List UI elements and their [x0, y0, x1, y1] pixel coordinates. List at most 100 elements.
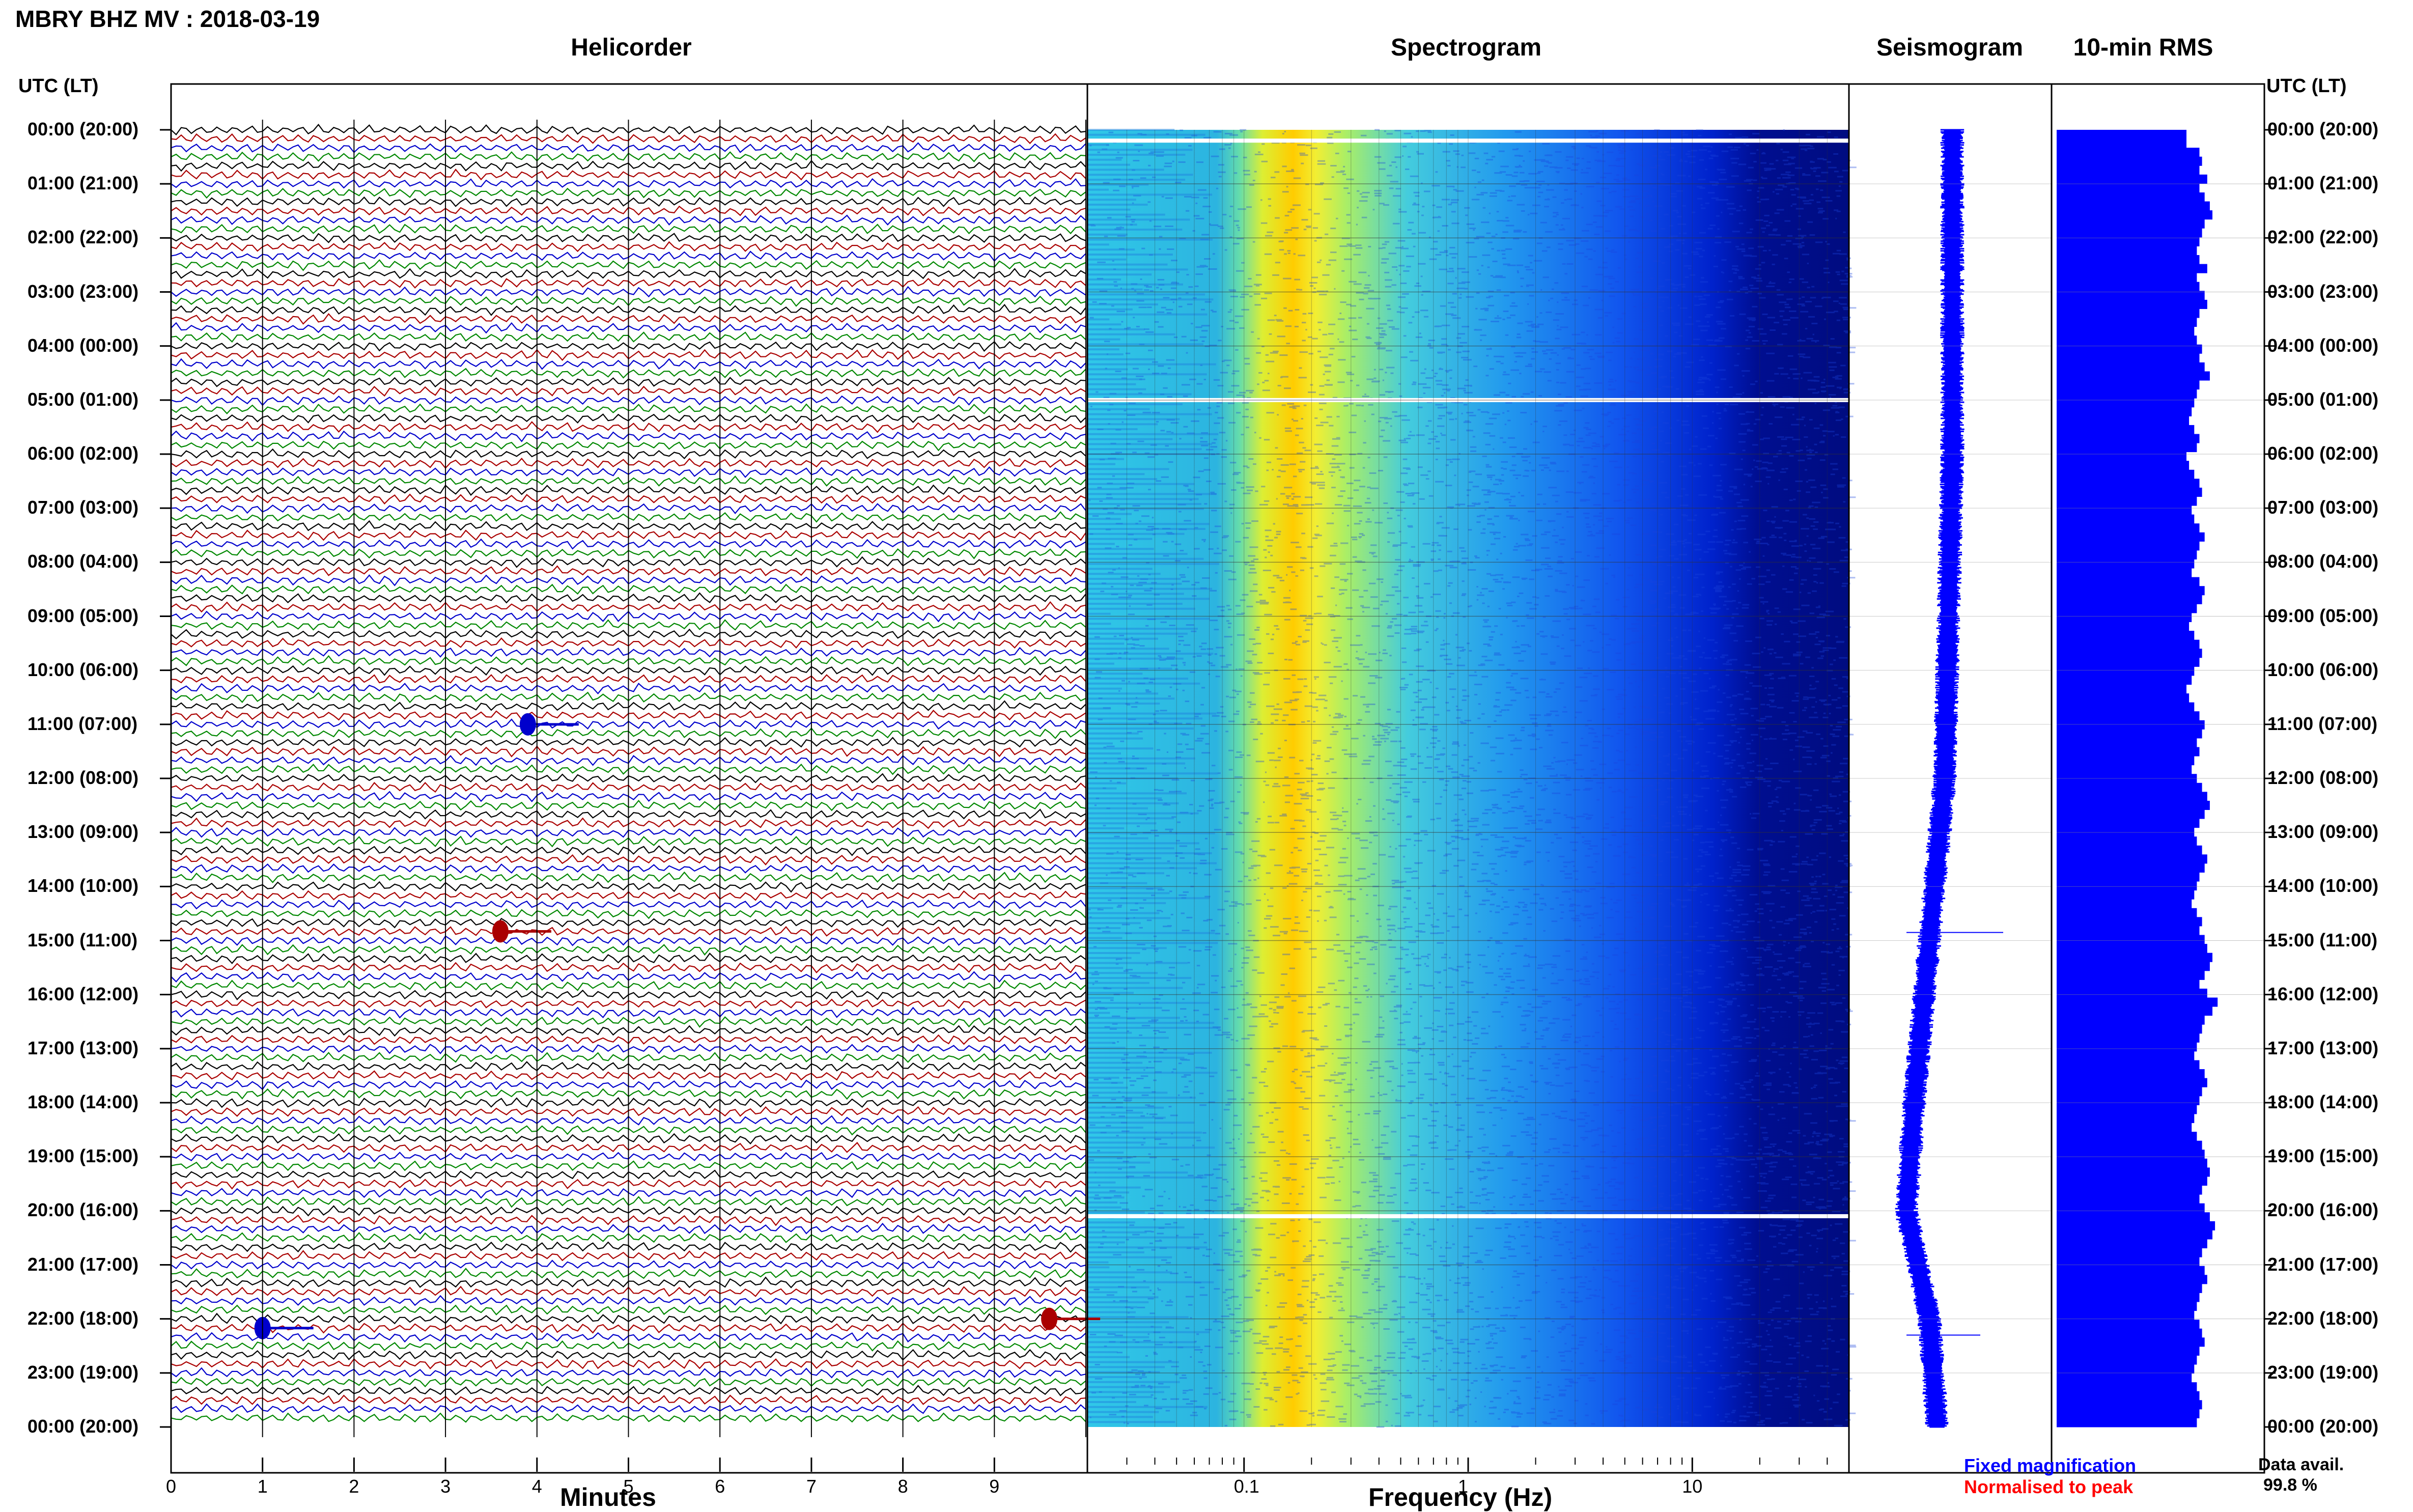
rms-bar: [2057, 299, 2207, 309]
rms-bar: [2057, 1006, 2212, 1016]
rms-bar: [2057, 1391, 2200, 1401]
rms-bar: [2057, 496, 2197, 506]
rms-bar: [2057, 720, 2205, 730]
rms-bar: [2057, 165, 2200, 175]
hour-label: 12:00 (08:00): [27, 767, 139, 788]
rms-bar: [2057, 1132, 2197, 1141]
rms-bar: [2057, 1409, 2200, 1418]
helicorder-title: Helicorder: [571, 34, 692, 61]
spectrogram-tick-label: 0.1: [1233, 1476, 1259, 1497]
rms-bar: [2057, 782, 2202, 792]
rms-bar: [2057, 1123, 2192, 1132]
rms-bar: [2057, 756, 2195, 766]
hour-label: 05:00 (01:00): [2267, 388, 2379, 410]
rms-bar: [2057, 1373, 2192, 1383]
rms-bar: [2057, 702, 2195, 712]
hour-label: 17:00 (13:00): [27, 1037, 139, 1058]
rms-bar: [2057, 953, 2212, 962]
hour-label: 11:00 (07:00): [2267, 713, 2378, 734]
hour-label: 00:00 (20:00): [2267, 119, 2379, 139]
rms-bar: [2057, 863, 2205, 873]
rms-bar: [2057, 872, 2200, 882]
helicorder-tick-label: 8: [897, 1476, 908, 1497]
rms-bar: [2057, 890, 2195, 900]
rms-bar: [2057, 711, 2200, 721]
rms-bar: [2057, 1212, 2210, 1222]
rms-bar: [2057, 335, 2197, 345]
rms-bar: [2057, 729, 2202, 739]
rms-bar: [2057, 747, 2200, 757]
hour-label: 15:00 (11:00): [27, 929, 138, 950]
rms-bar: [2057, 523, 2200, 533]
hour-label: 00:00 (20:00): [2267, 1416, 2379, 1437]
rms-bar: [2057, 1194, 2200, 1204]
rms-bar: [2057, 228, 2202, 238]
hour-label: 04:00 (00:00): [2267, 334, 2379, 356]
rms-bar: [2057, 138, 2186, 148]
utc-header-right: UTC (LT): [2266, 75, 2347, 97]
rms-bar: [2057, 1301, 2197, 1311]
hour-label: 17:00 (13:00): [2267, 1037, 2379, 1058]
hour-label: 03:00 (23:00): [2267, 281, 2379, 302]
rms-bar: [2057, 1283, 2202, 1293]
rms-bar: [2057, 318, 2197, 327]
rms-bar: [2057, 639, 2200, 649]
hour-label: 06:00 (02:00): [2267, 443, 2379, 464]
rms-bar: [2057, 1320, 2200, 1329]
rms-bar: [2057, 917, 2202, 927]
rms-bar: [2057, 461, 2190, 470]
hour-label: 15:00 (11:00): [2267, 929, 2378, 950]
hour-label: 07:00 (03:00): [27, 497, 139, 518]
rms-bar: [2057, 1024, 2202, 1034]
rms-bar: [2057, 273, 2197, 283]
spectrogram-texture: [1088, 129, 1857, 1428]
rms-bar: [2057, 1150, 2205, 1159]
rms-bar: [2057, 264, 2207, 273]
rms-bar: [2057, 443, 2197, 453]
rms-bar: [2057, 407, 2192, 416]
rms-bar: [2057, 657, 2200, 667]
rms-bar: [2057, 684, 2186, 694]
helicorder-tick-label: 7: [806, 1476, 817, 1497]
hour-label: 10:00 (06:00): [2267, 659, 2379, 680]
hour-label: 18:00 (14:00): [2267, 1091, 2379, 1112]
rms-bar: [2057, 1400, 2202, 1410]
rms-bar: [2057, 765, 2192, 774]
spectrogram-lowfreq-bands: [1087, 129, 1219, 1423]
rms-bar: [2057, 130, 2186, 139]
rms-bar: [2057, 398, 2195, 408]
rms-bar: [2057, 362, 2205, 372]
rms-bar: [2057, 1042, 2197, 1052]
rms-bar: [2057, 845, 2202, 855]
hour-label: 16:00 (12:00): [27, 983, 139, 1004]
hour-label: 02:00 (22:00): [27, 227, 139, 248]
rms-bar: [2057, 291, 2205, 300]
hour-label: 23:00 (19:00): [2267, 1361, 2379, 1383]
rms-bar: [2057, 201, 2210, 211]
rms-bar: [2057, 962, 2210, 971]
hour-label: 19:00 (15:00): [2267, 1145, 2379, 1167]
rms-bar: [2057, 881, 2197, 891]
rms-bar: [2057, 1185, 2202, 1195]
rms-bar: [2057, 854, 2207, 864]
rms-bar: [2057, 622, 2190, 631]
rms-bar: [2057, 1167, 2210, 1177]
rms-bar: [2057, 577, 2200, 586]
rms-bar: [2057, 1364, 2195, 1374]
rms-bar: [2057, 1418, 2197, 1427]
rms-bar: [2057, 219, 2205, 229]
rms-bar: [2057, 899, 2192, 909]
rms-bar: [2057, 237, 2200, 246]
hour-label: 05:00 (01:00): [27, 388, 139, 410]
rms-bar: [2057, 612, 2192, 622]
rms-bar: [2057, 1087, 2202, 1097]
hour-label: 08:00 (04:00): [27, 551, 139, 572]
rms-bar: [2057, 210, 2212, 220]
rms-bar: [2057, 1275, 2207, 1284]
hour-label: 02:00 (22:00): [2267, 227, 2379, 248]
rms-bar: [2057, 809, 2205, 819]
hour-label: 18:00 (14:00): [27, 1091, 139, 1112]
rms-bar: [2057, 479, 2200, 488]
hour-label: 16:00 (12:00): [2267, 983, 2379, 1004]
rms-bar: [2057, 1293, 2200, 1302]
